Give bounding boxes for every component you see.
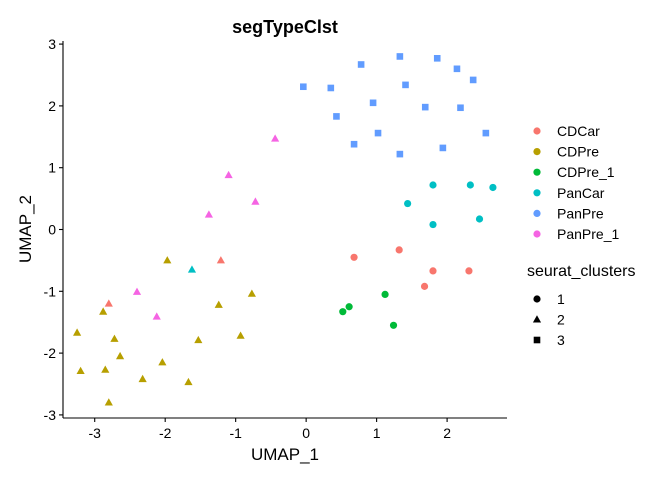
data-point <box>469 76 477 84</box>
y-tick-label: 2 <box>48 98 56 114</box>
data-point <box>104 398 113 406</box>
data-point <box>350 253 358 261</box>
data-point <box>158 358 167 366</box>
legend-key-color <box>533 148 541 156</box>
data-point <box>374 129 382 137</box>
data-point <box>110 334 119 342</box>
data-point <box>104 299 113 307</box>
x-tick-label: 1 <box>373 425 381 441</box>
data-point <box>396 53 404 60</box>
data-point <box>439 144 447 152</box>
data-point <box>457 104 464 112</box>
data-point <box>420 282 429 290</box>
data-point <box>194 335 203 344</box>
legend-label-group: PanPre_1 <box>557 226 619 242</box>
y-tick-label: -1 <box>44 283 57 299</box>
data-point <box>429 267 437 275</box>
data-point <box>465 267 473 275</box>
y-axis-title: UMAP_2 <box>16 195 35 263</box>
legend-key-shape <box>532 315 542 323</box>
legend-label-group: PanCar <box>557 185 605 201</box>
data-point <box>333 113 340 120</box>
legend-label-group: CDCar <box>557 123 600 139</box>
legend-key-color <box>533 189 541 197</box>
legend-key-color <box>533 127 541 135</box>
x-tick-label: 0 <box>302 425 310 441</box>
legend-label-group: CDPre <box>557 144 599 160</box>
data-point <box>466 181 474 189</box>
y-tick-label: 3 <box>48 36 56 52</box>
x-axis-title: UMAP_1 <box>251 445 319 464</box>
chart-title: segTypeClst <box>232 17 338 37</box>
data-point <box>163 256 172 264</box>
data-point <box>475 215 484 223</box>
data-point <box>357 61 365 68</box>
data-point <box>204 210 213 218</box>
data-point <box>402 81 409 89</box>
data-point <box>350 140 358 148</box>
data-point <box>76 366 85 375</box>
data-point <box>132 287 142 295</box>
data-point <box>214 300 223 308</box>
data-point <box>73 328 82 336</box>
legend-label-group: PanPre <box>557 205 604 221</box>
y-tick-label: -3 <box>44 407 57 423</box>
x-tick-label: -1 <box>229 425 242 441</box>
y-tick-label: 1 <box>48 160 56 176</box>
legend-label-cluster: 2 <box>557 312 565 328</box>
data-point <box>395 246 403 254</box>
y-tick-label: 0 <box>48 222 56 238</box>
data-point <box>152 312 161 320</box>
data-point <box>271 134 280 142</box>
legend-key-color <box>533 230 541 238</box>
legend-key-shape <box>533 295 541 303</box>
data-point <box>369 99 377 107</box>
data-point <box>251 197 260 205</box>
legend-title-clusters: seurat_clusters <box>527 263 636 280</box>
legend: CDCar CDPre CDPre_1 PanCar PanPre PanPre_1seu… <box>527 123 636 348</box>
data-point <box>396 150 404 158</box>
data-point <box>489 183 497 192</box>
data-point <box>101 365 110 373</box>
data-point <box>184 377 193 386</box>
legend-key-color <box>533 168 541 176</box>
data-point <box>187 265 197 273</box>
data-point <box>216 256 225 264</box>
data-point <box>389 321 398 329</box>
data-point <box>429 220 437 229</box>
data-point <box>224 170 233 179</box>
data-point <box>482 129 490 137</box>
points-layer <box>73 53 497 406</box>
legend-key-shape <box>533 336 541 344</box>
data-point <box>300 83 307 91</box>
plot-area: -3 -2 -1 0 1 2 -3 -2 -1 0 1 2 3 <box>44 36 507 441</box>
data-point <box>247 289 256 297</box>
legend-key-color <box>533 209 541 217</box>
data-point <box>327 84 335 92</box>
data-point <box>421 103 429 111</box>
data-point <box>339 308 347 316</box>
data-point <box>429 181 437 189</box>
data-point <box>433 55 441 62</box>
data-point <box>345 303 353 311</box>
data-point <box>236 331 245 339</box>
x-tick-label: -2 <box>159 425 172 441</box>
legend-label-cluster: 1 <box>557 291 565 307</box>
legend-label-cluster: 3 <box>557 332 565 348</box>
x-tick-label: -3 <box>88 425 101 441</box>
data-point <box>116 351 125 360</box>
x-tick-label: 2 <box>443 425 451 441</box>
data-point <box>138 374 147 383</box>
data-point <box>381 290 389 298</box>
data-point <box>99 307 108 315</box>
legend-label-group: CDPre_1 <box>557 164 615 180</box>
y-tick-label: -2 <box>44 345 57 361</box>
data-point <box>404 199 412 208</box>
data-point <box>453 65 461 73</box>
